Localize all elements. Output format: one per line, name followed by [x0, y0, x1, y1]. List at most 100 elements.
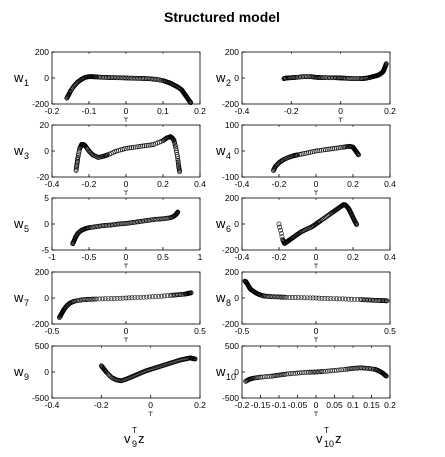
data-point	[138, 218, 144, 224]
y-axis-label-sub: 9	[24, 372, 29, 382]
data-point	[121, 146, 127, 152]
data-point	[326, 146, 332, 152]
svg-text:v: v	[316, 431, 323, 446]
data-point	[134, 144, 140, 150]
x-tick-label: -1	[48, 252, 56, 262]
data-point	[95, 223, 101, 229]
y-axis-label: w	[215, 290, 226, 305]
x-tick-label: 0.5	[384, 326, 396, 336]
x-tick-label: -0.1	[82, 106, 97, 116]
y-axis-label-sub: 10	[226, 372, 236, 382]
svg-text:z: z	[335, 431, 342, 446]
y-axis-label-sub: 5	[24, 224, 29, 234]
x-tick-label: 0.1	[157, 106, 169, 116]
data-point	[297, 230, 303, 236]
data-point	[138, 294, 144, 300]
data-point	[276, 221, 282, 227]
x-tick-label: -0.4	[45, 179, 60, 189]
data-point	[328, 146, 334, 152]
data-point	[86, 225, 92, 231]
y-tick-label: 0	[44, 146, 49, 156]
y-tick-label: 0	[234, 146, 239, 156]
panel-w3: -20 0 20 -0.4 -0.2 0 0.2 0.4 w 3	[13, 120, 206, 195]
data-point	[289, 295, 295, 300]
data-point	[278, 372, 283, 378]
data-point	[273, 373, 279, 378]
data-point	[187, 99, 193, 105]
data-point	[76, 149, 82, 155]
data-point	[165, 215, 170, 221]
x-tick-label: -0.5	[82, 252, 97, 262]
panel-w7: -200 0 200 -0.5 0 0.5 w 7	[13, 267, 206, 342]
y-tick-label: -200	[32, 319, 49, 329]
x-tick-label: 0.2	[347, 252, 359, 262]
x-tick-label: 0	[124, 252, 129, 262]
data-point	[283, 294, 289, 300]
data-point	[91, 224, 96, 230]
data-point	[355, 151, 361, 157]
data-point	[110, 222, 116, 228]
data-point	[141, 294, 147, 300]
y-axis-label: w	[215, 143, 226, 158]
x-tick-label: -0.2	[284, 106, 299, 116]
panel-w2: -200 0 200 -0.4 -0.2 0 0.2 w 2	[215, 47, 396, 122]
panel-w5: -505-1 -0.5 0 0.5 1w 5	[13, 193, 203, 268]
data-point	[301, 295, 307, 301]
x-tick-label: 0.5	[157, 252, 169, 262]
data-point	[132, 144, 138, 150]
data-point	[332, 145, 337, 151]
data-point	[298, 151, 304, 157]
x-tick-label: 0	[314, 252, 319, 262]
panel-w10: -500 0 500 -0.2 -0.15 -0.1 -0.05 0 0.05 0.1 0.15 0.…	[215, 341, 396, 416]
x-tick-label: 0	[314, 179, 319, 189]
data-point	[144, 294, 150, 300]
data-point	[162, 293, 167, 299]
data-point	[176, 162, 181, 168]
data-point	[383, 373, 389, 379]
data-point	[135, 295, 141, 300]
data-point	[160, 216, 166, 222]
data-point	[156, 294, 161, 299]
x-tick-label: 0.4	[194, 179, 206, 189]
data-point	[281, 372, 286, 377]
data-point	[126, 295, 132, 301]
data-point	[331, 296, 337, 302]
x-tick-label: -0.2	[82, 179, 97, 189]
data-point	[319, 369, 325, 374]
y-axis-label-sub: 3	[24, 151, 29, 161]
data-point	[102, 296, 108, 302]
data-point	[125, 145, 131, 151]
x-tick-label: 0.2	[194, 400, 206, 410]
data-point	[175, 154, 180, 160]
data-point	[132, 295, 138, 301]
y-axis-label-sub: 2	[226, 78, 231, 88]
figure-title: Structured model	[164, 9, 280, 25]
data-point	[120, 295, 126, 301]
x-tick-label: 0.2	[194, 106, 206, 116]
x-tick-label: 0.5	[194, 326, 206, 336]
data-point	[383, 61, 389, 67]
data-point	[349, 296, 354, 302]
y-axis-label: w	[215, 70, 226, 85]
x-tick-label: -0.4	[235, 106, 250, 116]
data-point	[127, 145, 133, 151]
data-point	[133, 219, 139, 225]
data-point	[187, 98, 193, 104]
y-axis-label: w	[215, 364, 226, 379]
data-point	[316, 295, 322, 301]
data-point	[276, 372, 282, 378]
y-tick-label: 200	[225, 47, 239, 57]
panel-w9: -500 0 500 -0.4 -0.2 0 0.2 w 9	[13, 341, 206, 416]
data-point	[252, 375, 257, 381]
data-point	[303, 370, 309, 375]
y-tick-label: 200	[35, 267, 49, 277]
x-tick-label: -0.4	[235, 179, 250, 189]
x-tick-label: 0.2	[384, 400, 396, 410]
data-point	[99, 296, 105, 302]
data-point	[377, 298, 383, 303]
data-point	[324, 147, 330, 152]
data-point	[145, 142, 151, 148]
y-tick-label: 0	[234, 219, 239, 229]
data-point	[125, 220, 130, 226]
data-point	[343, 366, 348, 372]
